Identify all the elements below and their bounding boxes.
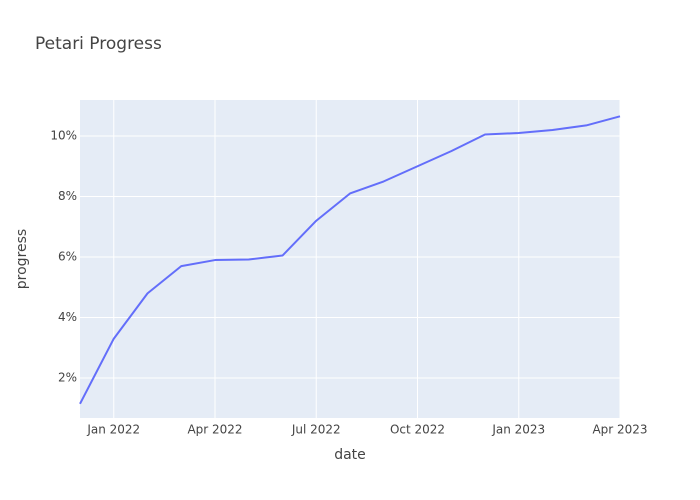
y-axis-title: progress	[14, 229, 30, 289]
y-tick-label: 6%	[58, 250, 77, 264]
y-tick-label: 10%	[50, 129, 77, 143]
x-tick-label: Apr 2023	[592, 423, 647, 437]
y-tick-label: 8%	[58, 189, 77, 203]
x-tick-label: Jan 2023	[491, 423, 545, 437]
y-tick-label: 4%	[58, 310, 77, 324]
plot-area	[80, 100, 620, 418]
x-tick-label: Oct 2022	[390, 423, 445, 437]
x-tick-label: Jan 2022	[86, 423, 140, 437]
line-series	[79, 115, 621, 405]
x-tick-label: Jul 2022	[291, 423, 341, 437]
chart-title: Petari Progress	[35, 34, 162, 54]
x-axis-title: date	[334, 447, 366, 463]
y-tick-label: 2%	[58, 371, 77, 385]
x-tick-label: Apr 2022	[187, 423, 242, 437]
